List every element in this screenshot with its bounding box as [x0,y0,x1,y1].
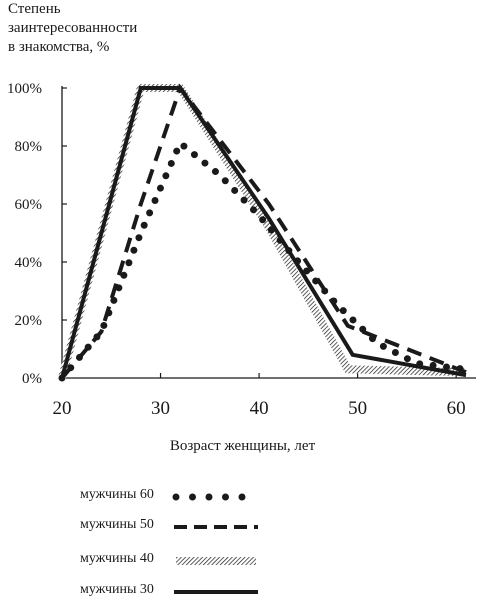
legend-item-men-40: мужчины 40 [80,549,280,573]
legend-swatch-hatched [176,557,256,565]
y-tick-label: 60% [15,197,43,213]
legend-item-men-60: мужчины 60 [80,485,280,509]
series-group [58,83,470,382]
series-line-dashed [60,83,467,380]
series-line-dotted [58,137,470,382]
legend-item-men-30: мужчины 30 [80,580,280,604]
x-tick-label: 40 [250,398,269,419]
legend-label: мужчины 40 [80,551,154,566]
legend-swatch-dashed [174,525,258,529]
y-tick-label: 0% [22,371,42,387]
legend-item-men-50: мужчины 50 [80,515,280,539]
legend-swatch-dotted [172,493,262,501]
legend-swatch-solid [174,590,258,594]
x-tick-label: 30 [151,398,170,419]
x-tick-label: 20 [53,398,72,419]
legend-label: мужчины 50 [80,517,154,532]
y-tick-label: 100% [7,81,42,97]
y-tick-label: 40% [15,255,43,271]
y-tick-label: 80% [15,139,43,155]
legend-label: мужчины 30 [80,582,154,597]
y-axis-title: Степень заинтересованности в знакомства,… [8,1,138,55]
axes: 0% 20% 40% 60% 80% 100% 20 30 40 50 60 [7,81,476,419]
series-line-solid [60,86,467,379]
series-line-hatched [58,84,467,380]
x-tick-label: 50 [348,398,367,419]
x-axis-title: Возраст женщины, лет [169,438,316,454]
x-tick-label: 60 [447,398,466,419]
y-tick-label: 20% [15,313,43,329]
legend-label: мужчины 60 [80,487,154,502]
